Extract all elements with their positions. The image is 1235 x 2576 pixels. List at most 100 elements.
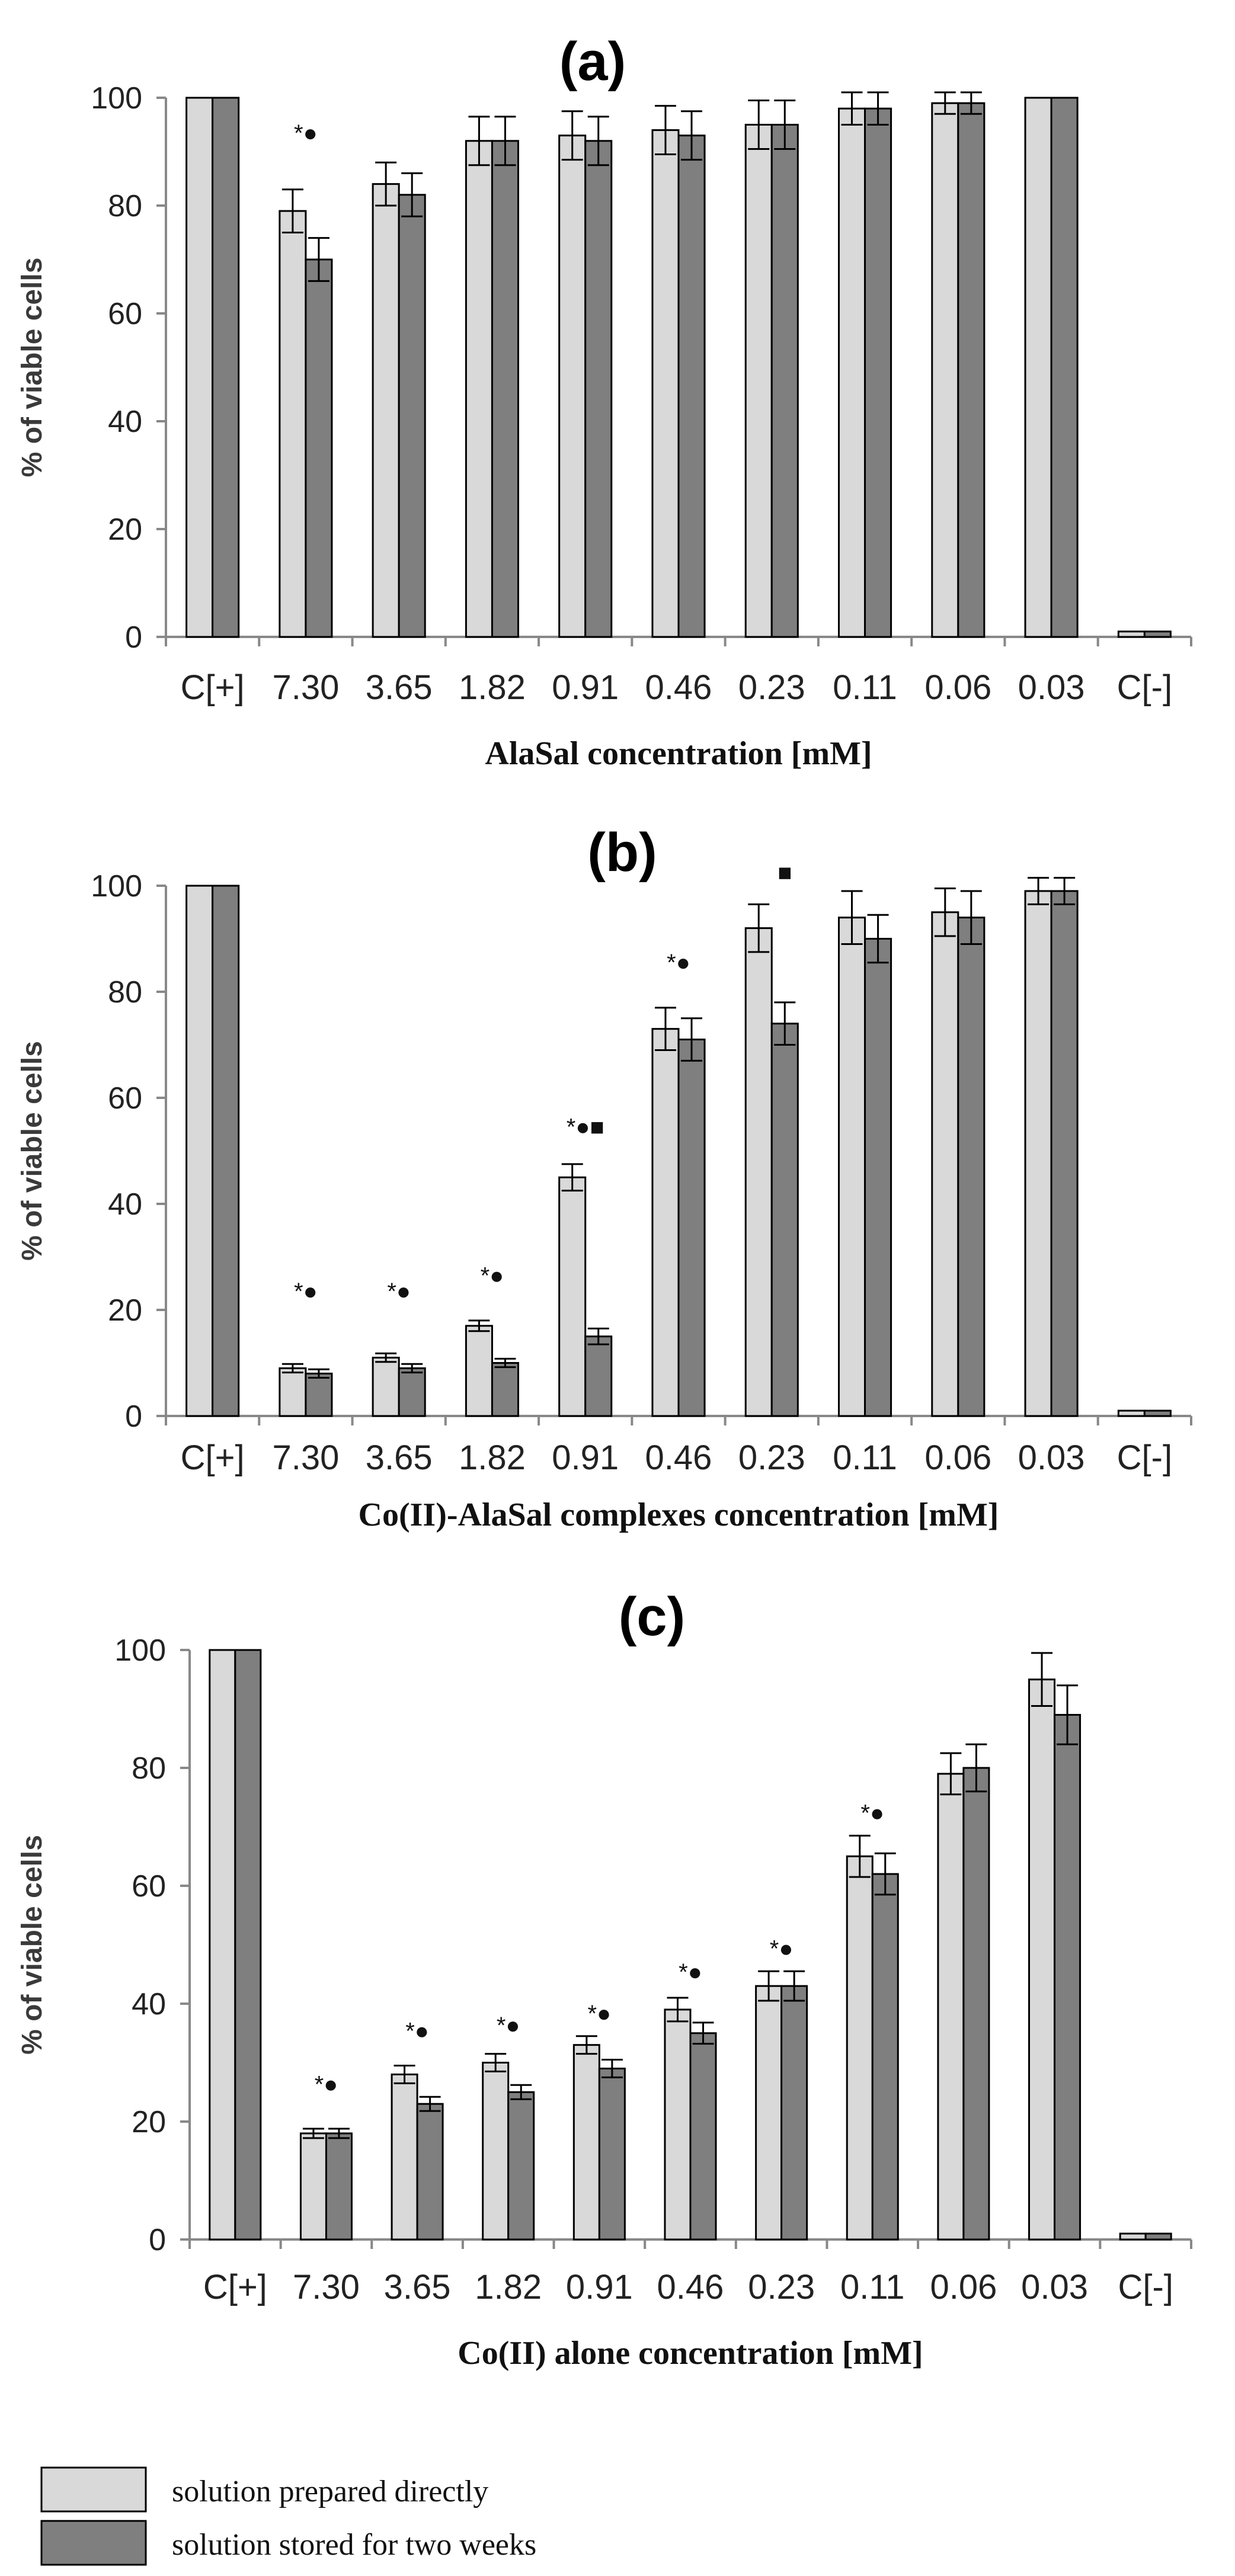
legend-swatch-prepared xyxy=(40,2466,147,2513)
bar-stored xyxy=(677,1039,706,1417)
bar-prepared xyxy=(651,1028,680,1417)
x-tick-label: 7.30 xyxy=(293,2268,360,2306)
bar-prepared xyxy=(465,1325,493,1417)
y-tick-label: 60 xyxy=(108,297,142,331)
legend-swatch-stored xyxy=(40,2520,147,2566)
y-tick-label: 40 xyxy=(108,1187,142,1222)
y-tick-label: 20 xyxy=(108,512,142,547)
bar-prepared xyxy=(558,134,587,638)
bar-prepared xyxy=(1024,97,1052,638)
significance-mark: ■ xyxy=(778,860,792,886)
bar-prepared xyxy=(931,911,959,1417)
x-tick-label: 0.03 xyxy=(1021,2268,1088,2306)
y-tick-label: 60 xyxy=(108,1081,142,1116)
bar-prepared xyxy=(209,1649,236,2241)
y-tick-label: 60 xyxy=(132,1869,166,1904)
bar-stored xyxy=(398,194,426,638)
x-axis-label: Co(II) alone concentration [mM] xyxy=(457,2335,923,2372)
significance-mark: *● xyxy=(679,1959,702,1985)
legend-label-stored: solution stored for two weeks xyxy=(172,2528,536,2562)
y-tick-label: 20 xyxy=(132,2105,166,2139)
x-tick-label: 0.11 xyxy=(840,2268,905,2306)
x-tick-label: 0.23 xyxy=(748,2268,815,2306)
significance-mark: *● xyxy=(294,120,318,146)
bar-prepared xyxy=(372,183,400,638)
bar-prepared xyxy=(1028,1678,1056,2241)
x-tick-label: C[+] xyxy=(181,1438,245,1477)
bar-stored xyxy=(584,1335,613,1417)
bar-stored xyxy=(584,140,613,638)
x-tick-label: 0.06 xyxy=(930,2268,997,2306)
bar-stored xyxy=(962,1767,990,2241)
x-tick-label: 0.23 xyxy=(738,668,805,707)
significance-mark: *● xyxy=(294,1279,318,1305)
bar-prepared xyxy=(1119,2232,1147,2241)
bar-prepared xyxy=(279,210,307,638)
significance-mark: *● xyxy=(387,1279,411,1305)
bar-stored xyxy=(1143,630,1172,638)
y-tick-label: 20 xyxy=(108,1293,142,1328)
bar-prepared xyxy=(572,2044,600,2241)
bar-stored xyxy=(864,938,892,1417)
bar-stored xyxy=(398,1367,426,1417)
bar-prepared xyxy=(937,1773,965,2241)
legend: solution prepared directly solution stor… xyxy=(40,2466,536,2566)
bar-stored xyxy=(1050,97,1079,638)
bar-stored xyxy=(507,2091,535,2241)
significance-mark: *● xyxy=(860,1800,884,1827)
y-tick-label: 80 xyxy=(108,975,142,1010)
panel-b: (b) 0 20 40 60 80 100 % of viable cells C[+] 7.30… xyxy=(17,822,1192,1533)
y-tick-label: 0 xyxy=(125,620,142,655)
y-axis-label: % of viable cells xyxy=(17,1041,48,1261)
significance-mark: *● xyxy=(770,1936,794,1962)
panel-a: (a) 0 20 40 60 80 100 % of viable cells C[+] 7.30… xyxy=(17,31,1192,772)
y-tick-label: 0 xyxy=(125,1399,142,1434)
bar-stored xyxy=(770,1023,799,1417)
x-tick-label: 1.82 xyxy=(475,2268,542,2306)
x-tick-label: 1.82 xyxy=(459,668,526,707)
x-tick-label: 0.91 xyxy=(566,2268,633,2306)
bar-stored xyxy=(1143,1409,1172,1417)
y-axis-label: % of viable cells xyxy=(17,1835,48,2055)
bar-prepared xyxy=(744,124,773,638)
bar-prepared xyxy=(185,97,214,638)
bar-prepared xyxy=(744,927,773,1417)
significance-mark: *● xyxy=(481,1263,504,1289)
x-tick-label: C[+] xyxy=(203,2268,267,2306)
x-tick-label: 7.30 xyxy=(272,668,339,707)
bar-stored xyxy=(491,1362,519,1417)
bar-stored xyxy=(864,107,892,638)
x-tick-label: 3.65 xyxy=(366,668,433,707)
bar-stored xyxy=(598,2067,626,2241)
x-tick-label: C[-] xyxy=(1117,668,1172,707)
x-tick-label: 0.11 xyxy=(833,1438,897,1477)
x-tick-label: 3.65 xyxy=(384,2268,451,2306)
bar-stored xyxy=(780,1985,808,2241)
x-tick-label: 0.11 xyxy=(833,668,897,707)
x-tick-label: 0.03 xyxy=(1018,1438,1085,1477)
chart-title: (a) xyxy=(559,31,626,92)
y-tick-label: 0 xyxy=(149,2223,166,2257)
bar-prepared xyxy=(299,2132,327,2241)
x-tick-label: 3.65 xyxy=(366,1438,433,1477)
y-tick-label: 40 xyxy=(108,405,142,439)
bar-prepared xyxy=(651,129,680,638)
bar-stored xyxy=(305,258,333,638)
bar-stored xyxy=(957,102,986,638)
bar-stored xyxy=(1144,2232,1172,2241)
x-tick-label: 7.30 xyxy=(272,1438,339,1477)
bar-prepared xyxy=(838,917,866,1417)
bar-stored xyxy=(1050,890,1079,1417)
significance-mark: *● xyxy=(497,2013,520,2039)
bar-stored xyxy=(234,1649,262,2241)
significance-mark: *● xyxy=(315,2071,338,2097)
chart-title: (c) xyxy=(619,1587,685,1647)
bar-stored xyxy=(305,1372,333,1417)
x-tick-label: 0.23 xyxy=(738,1438,805,1477)
bar-stored xyxy=(689,2032,717,2241)
bar-prepared xyxy=(185,885,214,1417)
bar-prepared xyxy=(755,1985,783,2241)
significance-mark: *● xyxy=(587,2001,611,2027)
bar-prepared xyxy=(372,1357,400,1417)
x-tick-label: C[-] xyxy=(1118,2268,1173,2306)
